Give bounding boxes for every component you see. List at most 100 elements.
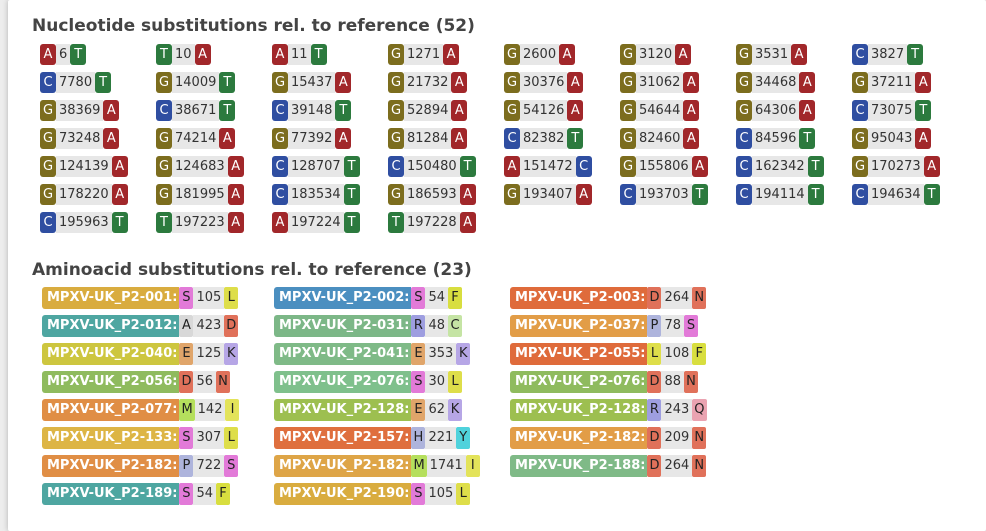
nucleotide-substitution[interactable]: G 2600 A	[504, 44, 620, 65]
aminoacid-substitution[interactable]: MPXV-UK_P2-076: S 30 L	[274, 371, 510, 393]
nucleotide-substitution[interactable]: G 52894 A	[388, 100, 504, 121]
gene-label: MPXV-UK_P2-128:	[274, 399, 412, 421]
nucleotide-substitution[interactable]: G 170273 A	[852, 156, 968, 177]
aminoacid-substitution[interactable]: MPXV-UK_P2-031: R 48 C	[274, 315, 510, 337]
position: 38671	[172, 100, 220, 121]
aminoacid-substitution[interactable]: MPXV-UK_P2-037: P 78 S	[510, 315, 742, 337]
position: 125	[193, 343, 225, 365]
nucleotide-substitution[interactable]: G 73248 A	[40, 128, 156, 149]
nucleotide-substitution[interactable]: G 3120 A	[620, 44, 736, 65]
position: 54	[425, 287, 448, 309]
nucleotide-substitution[interactable]: C 84596 T	[736, 128, 852, 149]
nucleotide-substitution[interactable]: G 124683 A	[156, 156, 272, 177]
nucleotide-substitution[interactable]: G 64306 A	[736, 100, 852, 121]
alt-base: T	[335, 100, 352, 121]
alt-aminoacid: K	[447, 399, 462, 421]
aminoacid-substitution[interactable]: MPXV-UK_P2-012: A 423 D	[42, 315, 274, 337]
aminoacid-substitution[interactable]: MPXV-UK_P2-056: D 56 N	[42, 371, 274, 393]
aminoacid-substitution[interactable]: MPXV-UK_P2-157: H 221 Y	[274, 427, 510, 449]
ref-aminoacid: M	[179, 399, 195, 421]
nucleotide-substitution[interactable]: G 77392 A	[272, 128, 388, 149]
aminoacid-substitution[interactable]: MPXV-UK_P2-076: D 88 N	[510, 371, 742, 393]
nucleotide-substitution[interactable]: C 39148 T	[272, 100, 388, 121]
aminoacid-substitution[interactable]: MPXV-UK_P2-055: L 108 F	[510, 343, 742, 365]
nucleotide-substitution[interactable]: A 151472 C	[504, 156, 620, 177]
ref-base: G	[272, 72, 288, 93]
alt-base: T	[310, 44, 327, 65]
nucleotide-substitution[interactable]: C 73075 T	[852, 100, 968, 121]
aminoacid-substitution[interactable]: MPXV-UK_P2-128: E 62 K	[274, 399, 510, 421]
position: 38369	[56, 100, 104, 121]
nucleotide-substitution[interactable]: G 81284 A	[388, 128, 504, 149]
nucleotide-substitution[interactable]: C 183534 T	[272, 184, 388, 205]
nucleotide-substitution[interactable]: A 11 T	[272, 44, 388, 65]
nucleotide-substitution[interactable]: C 128707 T	[272, 156, 388, 177]
aminoacid-substitution[interactable]: MPXV-UK_P2-133: S 307 L	[42, 427, 274, 449]
alt-base: A	[335, 72, 352, 93]
alt-base: A	[799, 100, 816, 121]
ref-aminoacid: H	[411, 427, 426, 449]
nucleotide-substitution[interactable]: G 38369 A	[40, 100, 156, 121]
nucleotide-substitution[interactable]: G 54644 A	[620, 100, 736, 121]
nucleotide-substitution[interactable]: C 3827 T	[852, 44, 968, 65]
aminoacid-substitution[interactable]: MPXV-UK_P2-128: R 243 Q	[510, 399, 742, 421]
position: 11	[288, 44, 311, 65]
nucleotide-substitution[interactable]: G 82460 A	[620, 128, 736, 149]
aminoacid-substitution[interactable]: MPXV-UK_P2-041: E 353 K	[274, 343, 510, 365]
nucleotide-substitution[interactable]: G 95043 A	[852, 128, 968, 149]
nucleotide-substitution[interactable]: C 82382 T	[504, 128, 620, 149]
nucleotide-substitution[interactable]: C 38671 T	[156, 100, 272, 121]
nucleotide-substitution[interactable]: G 15437 A	[272, 72, 388, 93]
nucleotide-substitution[interactable]: T 197228 A	[388, 212, 504, 233]
aminoacid-substitution[interactable]: MPXV-UK_P2-182: D 209 N	[510, 427, 742, 449]
aminoacid-substitution[interactable]: MPXV-UK_P2-077: M 142 I	[42, 399, 274, 421]
ref-base: G	[504, 44, 520, 65]
nucleotide-substitution[interactable]: G 54126 A	[504, 100, 620, 121]
aminoacid-substitution[interactable]: MPXV-UK_P2-002: S 54 F	[274, 287, 510, 309]
nucleotide-substitution[interactable]: G 181995 A	[156, 184, 272, 205]
nucleotide-substitution[interactable]: G 186593 A	[388, 184, 504, 205]
aminoacid-substitution[interactable]: MPXV-UK_P2-188: D 264 N	[510, 455, 742, 477]
nucleotide-substitution[interactable]: C 195963 T	[40, 212, 156, 233]
aminoacid-substitution[interactable]: MPXV-UK_P2-001: S 105 L	[42, 287, 274, 309]
position: 181995	[172, 184, 228, 205]
nucleotide-substitution[interactable]: G 34468 A	[736, 72, 852, 93]
aminoacid-substitution[interactable]: MPXV-UK_P2-182: M 1741 I	[274, 455, 510, 477]
nucleotide-substitution[interactable]: C 194114 T	[736, 184, 852, 205]
nucleotide-substitution[interactable]: C 193703 T	[620, 184, 736, 205]
nucleotide-substitution[interactable]: T 197223 A	[156, 212, 272, 233]
nucleotide-substitution[interactable]: G 193407 A	[504, 184, 620, 205]
nucleotide-substitution[interactable]: C 7780 T	[40, 72, 156, 93]
nucleotide-substitution[interactable]: G 155806 A	[620, 156, 736, 177]
nucleotide-substitution[interactable]: G 1271 A	[388, 44, 504, 65]
nucleotide-substitution[interactable]: G 14009 T	[156, 72, 272, 93]
aminoacid-substitution[interactable]: MPXV-UK_P2-190: S 105 L	[274, 483, 510, 505]
aminoacid-substitution[interactable]: MPXV-UK_P2-040: E 125 K	[42, 343, 274, 365]
alt-aminoacid: K	[224, 343, 239, 365]
ref-aminoacid: S	[179, 427, 194, 449]
nucleotide-substitution[interactable]: T 10 A	[156, 44, 272, 65]
aminoacid-substitution[interactable]: MPXV-UK_P2-003: D 264 N	[510, 287, 742, 309]
ref-base: G	[272, 128, 288, 149]
nucleotide-substitution[interactable]: G 3531 A	[736, 44, 852, 65]
position: 78	[661, 315, 684, 337]
position: 62	[425, 399, 448, 421]
nucleotide-substitution[interactable]: C 194634 T	[852, 184, 968, 205]
nucleotide-substitution[interactable]: G 21732 A	[388, 72, 504, 93]
nucleotide-substitution[interactable]: G 31062 A	[620, 72, 736, 93]
nucleotide-substitution[interactable]: C 150480 T	[388, 156, 504, 177]
nucleotide-substitution[interactable]: C 162342 T	[736, 156, 852, 177]
nucleotide-substitution[interactable]: G 124139 A	[40, 156, 156, 177]
alt-aminoacid: Q	[692, 399, 707, 421]
nucleotide-substitution[interactable]: A 197224 T	[272, 212, 388, 233]
nucleotide-substitution[interactable]: G 178220 A	[40, 184, 156, 205]
aminoacid-substitution[interactable]: MPXV-UK_P2-182: P 722 S	[42, 455, 274, 477]
position: 30376	[520, 72, 568, 93]
nucleotide-substitution[interactable]: G 30376 A	[504, 72, 620, 93]
alt-aminoacid: L	[224, 287, 239, 309]
position: 73075	[868, 100, 916, 121]
nucleotide-substitution[interactable]: G 74214 A	[156, 128, 272, 149]
nucleotide-substitution[interactable]: G 37211 A	[852, 72, 968, 93]
aminoacid-substitution[interactable]: MPXV-UK_P2-189: S 54 F	[42, 483, 274, 505]
